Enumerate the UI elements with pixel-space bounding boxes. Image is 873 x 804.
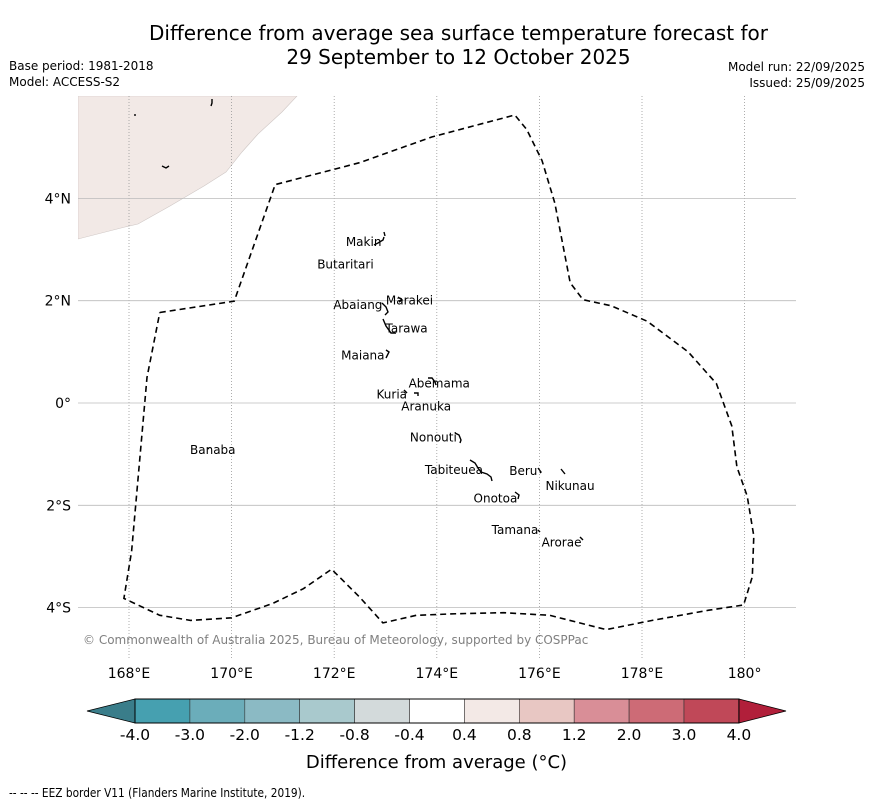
place-label-maiana: Maiana xyxy=(341,348,384,362)
colorbar-under-arrow xyxy=(86,698,136,724)
island-marakei xyxy=(397,296,404,303)
colorbar-tick-label: -0.4 xyxy=(394,726,424,744)
issued-date: Issued: 25/09/2025 xyxy=(749,76,865,90)
x-tick-label: 176°E xyxy=(518,666,561,682)
colorbar-tick-label: 4.0 xyxy=(727,726,752,744)
island-makin xyxy=(373,231,386,246)
colorbar-tick-label: 1.2 xyxy=(562,726,587,744)
island-arorae xyxy=(579,536,584,541)
place-label-kuria: Kuria xyxy=(377,387,408,401)
island-onotoa xyxy=(514,491,520,500)
colorbar-bin xyxy=(518,698,575,724)
anomaly-shaded-region xyxy=(78,96,298,240)
island-aranuka xyxy=(414,392,419,396)
island-nw-b xyxy=(210,99,213,107)
y-tick-label: 2°N xyxy=(45,294,71,310)
x-tick-label: 180° xyxy=(728,666,762,682)
island-abemama xyxy=(428,377,437,386)
colorbar-tick-label: 0.8 xyxy=(507,726,532,744)
y-tick-label: 4°S xyxy=(46,601,71,617)
colorbar-ticks: -4.0 -3.0 -2.0 -1.2 -0.8 -0.4 0.4 0.8 1.2 2.0 3.0 4… xyxy=(120,726,751,744)
colorbar-tick-label: -0.8 xyxy=(339,726,369,744)
colorbar-tick-label: -3.0 xyxy=(175,726,205,744)
place-label-marakei: Marakei xyxy=(386,294,433,308)
colorbar-tick-label: 2.0 xyxy=(617,726,642,744)
place-label-aranuka: Aranuka xyxy=(401,399,451,413)
y-tick-label: 2°S xyxy=(46,498,71,514)
place-label-makin: Makin xyxy=(346,235,382,249)
place-label-butaritari: Butaritari xyxy=(317,258,374,272)
colorbar xyxy=(86,698,787,724)
island-tarawa xyxy=(382,318,396,334)
colorbar-tick-label: -2.0 xyxy=(230,726,260,744)
model-name: Model: ACCESS-S2 xyxy=(9,75,121,89)
island-nikunau xyxy=(560,468,566,475)
y-tick-label: 0° xyxy=(55,396,71,412)
island-maiana xyxy=(385,349,390,359)
colorbar-tick-label: 0.4 xyxy=(452,726,477,744)
colorbar-bin xyxy=(409,698,465,724)
base-period: Base period: 1981-2018 xyxy=(9,59,154,73)
colorbar-tick-label: 3.0 xyxy=(672,726,697,744)
x-axis-labels: 168°E 170°E 172°E 174°E 176°E 178°E 180° xyxy=(108,666,762,682)
colorbar-label: Difference from average (°C) xyxy=(305,752,568,773)
x-tick-label: 168°E xyxy=(108,666,151,682)
meta-right: Model run: 22/09/2025 Issued: 25/09/2025 xyxy=(728,59,865,91)
copyright-notice: © Commonwealth of Australia 2025, Bureau… xyxy=(83,633,588,647)
island-nw-c xyxy=(161,165,170,169)
title-line-2: 29 September to 12 October 2025 xyxy=(286,45,631,69)
colorbar-bin xyxy=(244,698,301,724)
place-label-beru: Beru xyxy=(509,464,537,478)
place-label-tamana: Tamana xyxy=(491,523,539,537)
colorbar-tick-label: -4.0 xyxy=(120,726,150,744)
island-outlines xyxy=(134,99,584,541)
colorbar-bin xyxy=(573,698,630,724)
island-tamana xyxy=(537,529,541,533)
colorbar-over-arrow xyxy=(738,698,787,724)
colorbar-bin xyxy=(189,698,246,724)
eez-border xyxy=(123,114,755,631)
island-abaiang xyxy=(381,302,389,316)
place-label-abemama: Abemama xyxy=(409,377,470,391)
eez-footnote: -- -- -- EEZ border V11 (Flanders Marine… xyxy=(9,786,306,800)
meta-left: Base period: 1981-2018 Model: ACCESS-S2 xyxy=(9,58,154,90)
place-label-onotoa: Onotoa xyxy=(474,492,518,506)
island-kuria xyxy=(403,389,408,394)
colorbar-bin xyxy=(299,698,355,724)
island-beru xyxy=(537,467,542,474)
x-tick-label: 178°E xyxy=(621,666,664,682)
place-label-tarawa: Tarawa xyxy=(385,321,428,335)
place-label-nikunau: Nikunau xyxy=(545,479,594,493)
place-label-banaba: Banaba xyxy=(190,443,236,457)
island-nonouti xyxy=(454,432,462,444)
island-tabiteuea xyxy=(469,459,493,482)
colorbar-bin xyxy=(464,698,520,724)
place-labels: Makin Butaritari Marakei AbaiangTarawaMaian… xyxy=(190,235,595,550)
gridlines xyxy=(78,96,796,660)
place-label-tabiteuea: Tabiteuea xyxy=(424,463,483,477)
x-tick-label: 172°E xyxy=(313,666,356,682)
x-tick-label: 170°E xyxy=(210,666,253,682)
model-run-date: Model run: 22/09/2025 xyxy=(727,60,865,74)
island-banaba xyxy=(207,447,210,450)
place-label-arorae: Arorae xyxy=(542,536,582,550)
chart-title: Difference from average sea surface temp… xyxy=(0,21,873,69)
x-tick-label: 174°E xyxy=(416,666,459,682)
y-tick-label: 4°N xyxy=(45,191,71,207)
title-line-1: Difference from average sea surface temp… xyxy=(148,21,768,45)
map-plot-area: Makin Butaritari Marakei AbaiangTarawaMaian… xyxy=(78,96,796,660)
colorbar-bin xyxy=(628,698,685,724)
place-label-nonouti: Nonouti xyxy=(410,430,457,444)
colorbar-bin xyxy=(134,698,191,724)
colorbar-bin xyxy=(354,698,410,724)
colorbar-bin xyxy=(683,698,740,724)
y-axis-labels: 4°N 2°N 0° 2°S 4°S xyxy=(45,191,72,616)
colorbar-tick-label: -1.2 xyxy=(285,726,315,744)
place-label-abaiang: Abaiang xyxy=(333,298,382,312)
colorbar-frame xyxy=(134,698,740,724)
